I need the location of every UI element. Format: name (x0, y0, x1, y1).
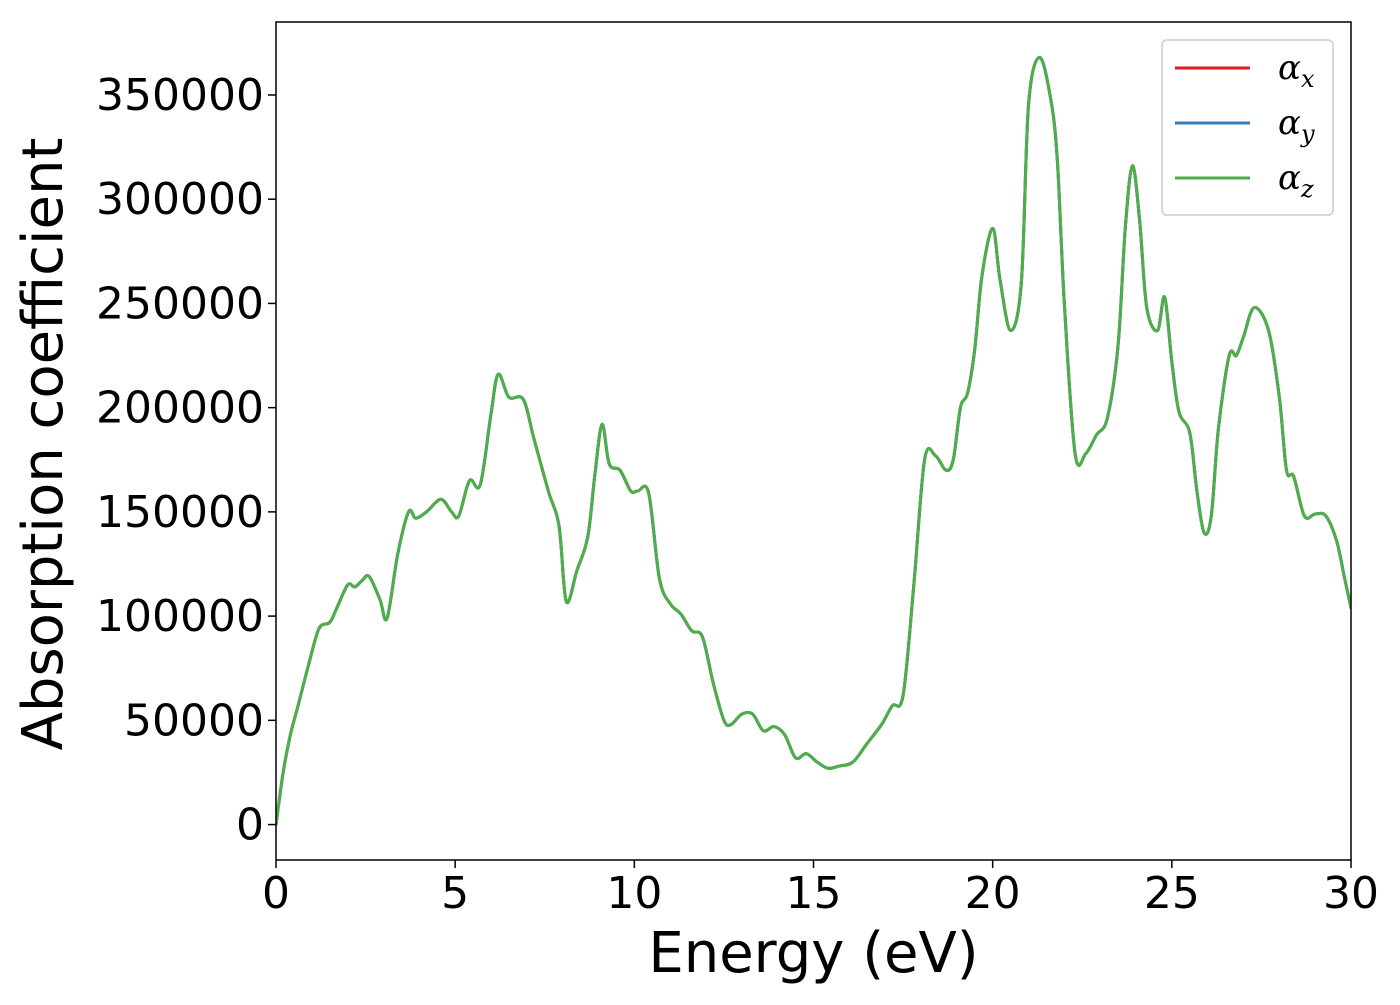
legend-box (1161, 39, 1334, 216)
x-tick-label: 5 (441, 868, 469, 919)
series-layer (276, 55, 1351, 827)
legend-label-z: αz (1278, 158, 1314, 203)
x-tick-label: 25 (1144, 868, 1200, 919)
y-tick-label: 150000 (96, 487, 264, 538)
legend-label-x: αx (1278, 48, 1315, 93)
x-axis-ticks: 0 5 10 15 20 25 30 (262, 860, 1379, 919)
legend-label-y: αy (1278, 103, 1315, 148)
y-tick-label: 350000 (96, 70, 264, 121)
x-tick-label: 20 (965, 868, 1021, 919)
y-axis-title: Absorption coefficient (11, 138, 76, 751)
y-tick-label: 100000 (96, 591, 264, 642)
x-tick-label: 10 (606, 868, 662, 919)
y-tick-label: 250000 (96, 278, 264, 329)
legend: αx αy αz (1161, 39, 1334, 216)
y-tick-label: 0 (236, 800, 264, 851)
y-tick-label: 300000 (96, 174, 264, 225)
y-tick-label: 50000 (124, 695, 264, 746)
x-tick-label: 0 (262, 868, 290, 919)
series-line-alpha-z (276, 55, 1351, 827)
x-tick-label: 30 (1323, 868, 1379, 919)
legend-items: αx αy αz (1175, 48, 1315, 203)
y-axis-ticks: 0 50000 100000 150000 200000 250000 300000 3500… (96, 70, 276, 851)
x-axis-title: Energy (eV) (648, 921, 978, 986)
x-tick-label: 15 (786, 868, 842, 919)
y-tick-label: 200000 (96, 383, 264, 434)
